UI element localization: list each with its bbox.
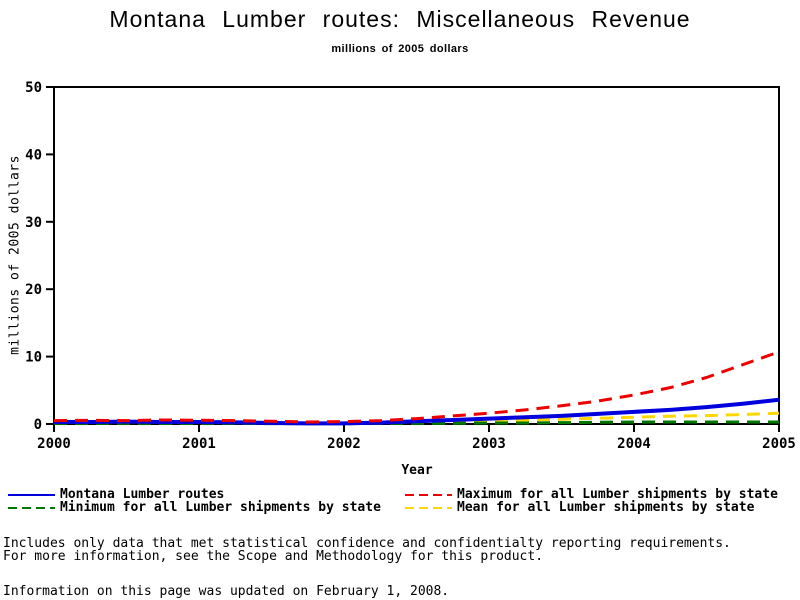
svg-text:10: 10 [25, 350, 42, 366]
legend-line-minimum [8, 507, 55, 509]
svg-text:2005: 2005 [762, 436, 796, 452]
svg-text:2004: 2004 [617, 436, 651, 452]
chart-title: Montana Lumber routes: Miscellaneous Rev… [109, 6, 691, 32]
legend-line-mean [405, 507, 452, 509]
svg-text:0: 0 [34, 417, 42, 433]
x-axis-title: Year [401, 463, 433, 478]
svg-text:2001: 2001 [182, 436, 216, 452]
svg-text:40: 40 [25, 147, 42, 163]
chart-plot: 0 10 20 30 40 50 2000 2001 2002 2003 2004 2005 [25, 80, 796, 452]
legend-label-montana-routes: Montana Lumber routes [60, 487, 225, 502]
legend-label-mean: Mean for all Lumber shipments by state [457, 500, 755, 515]
chart-subtitle: millions of 2005 dollars [331, 43, 469, 55]
svg-text:2003: 2003 [472, 436, 506, 452]
footer-updated-date: Information on this page was updated on … [3, 584, 450, 599]
svg-text:50: 50 [25, 80, 42, 96]
legend-line-maximum [405, 494, 452, 496]
footer-disclaimer-line2: For more information, see the Scope and … [3, 549, 544, 564]
svg-text:2002: 2002 [327, 436, 361, 452]
svg-text:2000: 2000 [37, 436, 71, 452]
footer-disclaimer-line1: Includes only data that met statistical … [3, 536, 731, 551]
svg-text:20: 20 [25, 282, 42, 298]
legend-label-minimum: Minimum for all Lumber shipments by stat… [60, 500, 381, 515]
legend-label-maximum: Maximum for all Lumber shipments by stat… [457, 487, 778, 502]
svg-text:30: 30 [25, 215, 42, 231]
legend-line-montana-routes [8, 494, 55, 496]
